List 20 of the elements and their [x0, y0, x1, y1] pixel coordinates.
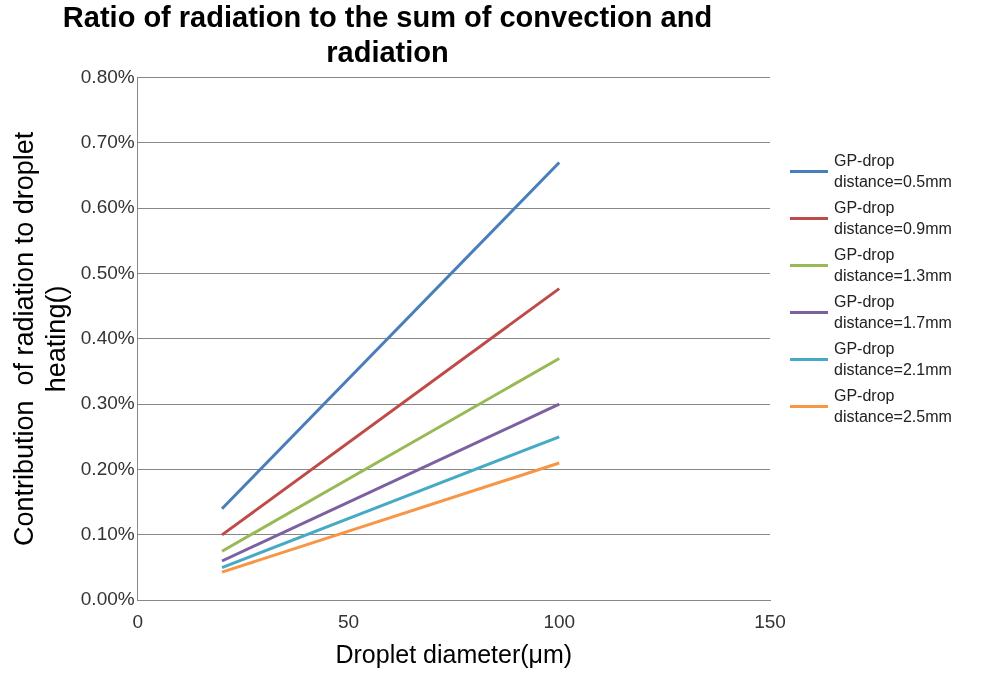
y-tick-label: 0.20% [80, 457, 135, 479]
y-tick-label: 0.70% [80, 131, 135, 153]
legend-label: GP-drop distance=0.5mm [834, 151, 953, 192]
y-tick-label: 0.40% [80, 327, 135, 349]
y-axis-title: Contribution of radiation to droplet heating() [8, 131, 72, 547]
legend-label: GP-drop distance=2.5mm [834, 386, 953, 427]
legend-label: GP-drop distance=0.9mm [834, 198, 953, 239]
x-tick-label: 100 [543, 610, 576, 632]
legend-label: GP-drop distance=1.7mm [834, 292, 953, 333]
y-tick-label: 0.10% [80, 523, 135, 545]
y-tick-label: 0.30% [80, 392, 135, 414]
x-tick-label: 150 [754, 610, 786, 632]
y-tick-label: 0.60% [80, 196, 135, 218]
y-tick-label: 0.00% [80, 588, 135, 610]
x-tick-label: 50 [337, 610, 360, 632]
legend-label: GP-drop distance=1.3mm [834, 245, 953, 286]
x-tick-label: 0 [132, 610, 143, 632]
legend-label: GP-drop distance=2.1mm [834, 339, 953, 380]
x-axis-title: Droplet diameter(μm) [335, 639, 573, 668]
y-tick-label: 0.50% [80, 261, 135, 283]
